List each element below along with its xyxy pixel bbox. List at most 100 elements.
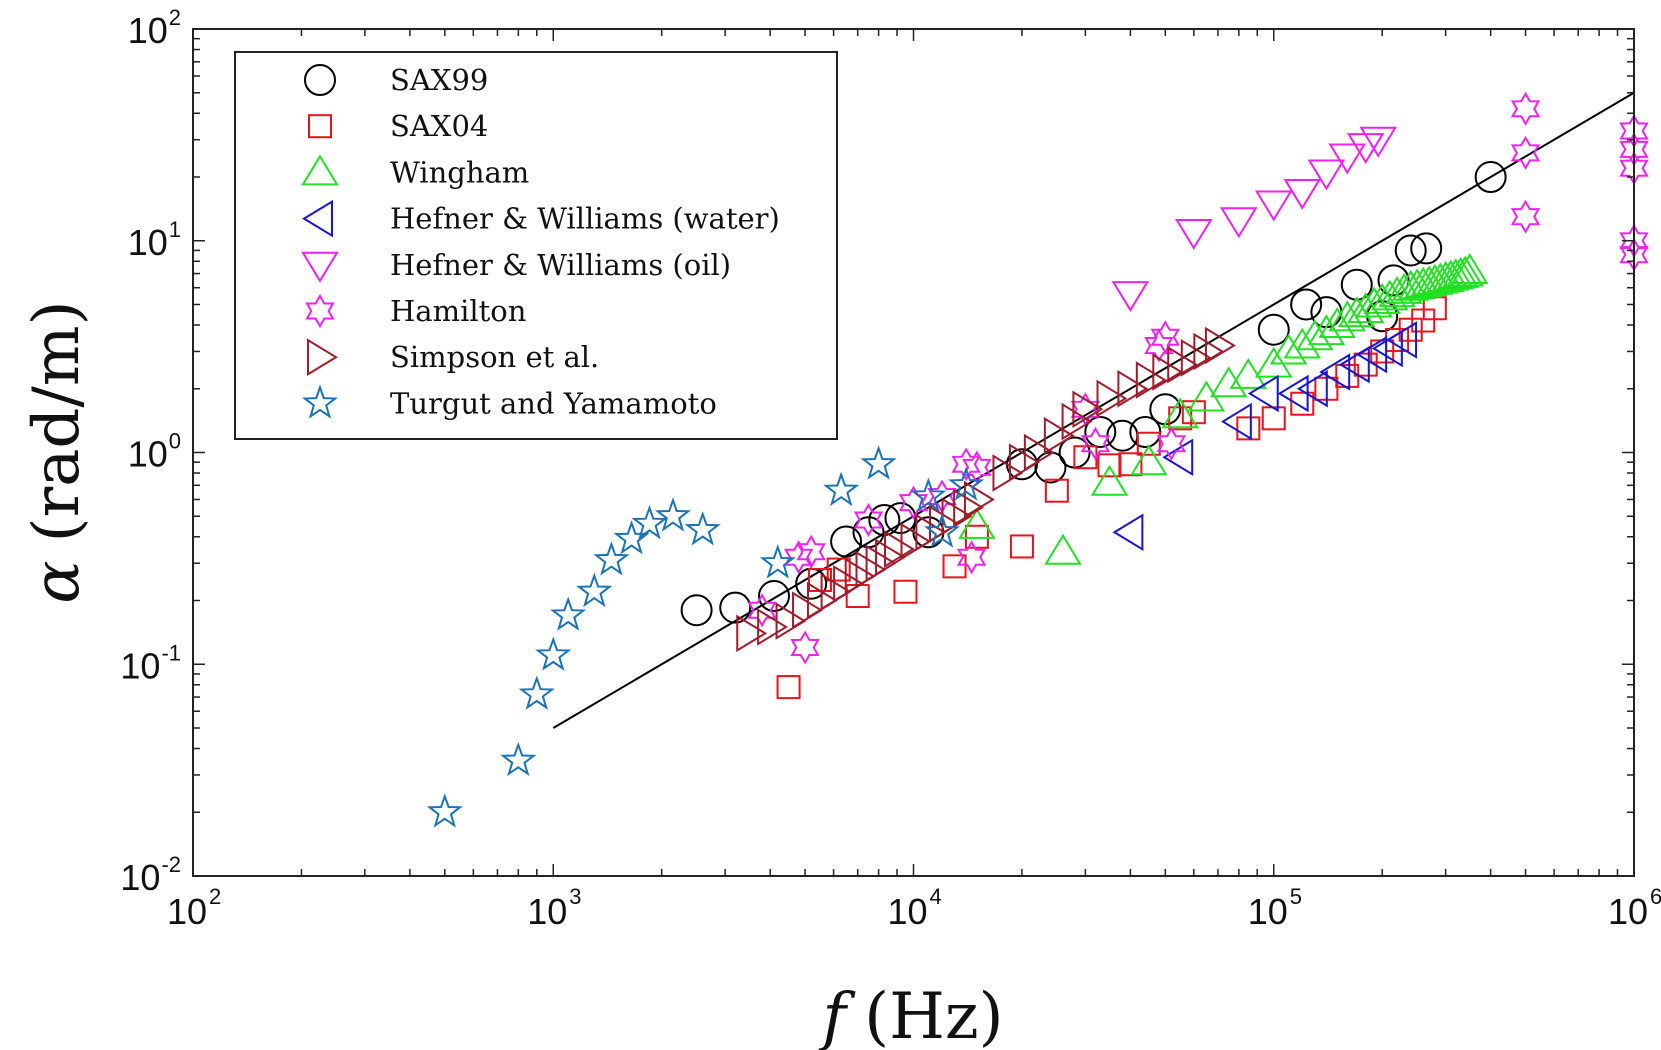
- data-point: [719, 591, 752, 624]
- data-point: [1150, 320, 1181, 355]
- data-point: [1359, 126, 1398, 158]
- y-tick-exponent: -2: [161, 852, 181, 877]
- data-point: [550, 596, 587, 631]
- legend-label: Hamilton: [390, 294, 526, 328]
- data-point: [759, 544, 796, 579]
- legend-entry: Simpson et al.: [307, 338, 599, 376]
- data-point: [1220, 402, 1252, 441]
- data-point: [853, 503, 884, 537]
- data-point: [684, 511, 721, 546]
- data-point: [1236, 416, 1261, 441]
- data-point: [1175, 218, 1213, 250]
- legend-marker: [301, 154, 339, 186]
- data-point: [1296, 369, 1328, 408]
- data-point: [747, 593, 777, 628]
- data-point: [1510, 199, 1541, 234]
- data-point: [796, 534, 826, 569]
- data-point: [1043, 416, 1075, 455]
- legend-entry: Hefner & Williams (oil): [301, 248, 731, 283]
- data-point: [1328, 143, 1367, 175]
- y-tick-label: 10: [128, 222, 168, 263]
- y-tick-label: 10: [120, 645, 160, 686]
- data-point: [1136, 431, 1161, 456]
- data-point: [1209, 366, 1248, 398]
- legend-marker: [308, 114, 332, 139]
- data-point: [1353, 352, 1378, 377]
- data-point: [1398, 317, 1423, 342]
- data-point: [875, 538, 907, 577]
- data-point: [1080, 426, 1111, 461]
- data-point: [1161, 397, 1199, 429]
- data-point: [1130, 444, 1168, 476]
- data-point: [1410, 265, 1448, 297]
- data-point: [1318, 307, 1356, 339]
- data-point: [1162, 438, 1194, 476]
- y-axis-title: α (rad/m): [20, 300, 94, 603]
- data-point: [1441, 256, 1480, 288]
- data-point: [757, 608, 789, 646]
- data-point: [1096, 379, 1128, 418]
- data-point: [500, 741, 537, 777]
- y-tick-exponent: 2: [169, 5, 181, 30]
- data-point: [426, 793, 463, 828]
- y-axis-unit: (rad/m): [20, 300, 94, 542]
- x-tick-label: 10: [1608, 891, 1648, 932]
- data-point: [893, 579, 918, 604]
- data-point: [1229, 357, 1268, 389]
- data-point: [631, 504, 668, 540]
- data-point: [1144, 328, 1174, 363]
- legend-label: Hefner & Williams (oil): [390, 248, 731, 282]
- legend-label: SAX04: [390, 109, 488, 143]
- data-point: [942, 554, 967, 579]
- data-point: [1338, 345, 1370, 384]
- legend-entry: Turgut and Yamamoto: [301, 384, 717, 420]
- data-point: [783, 540, 814, 575]
- x-tick-label: 10: [887, 891, 927, 932]
- data-point: [1394, 234, 1427, 267]
- x-tick-exponent: 6: [1650, 884, 1661, 909]
- legend-entry: Hefner & Williams (water): [302, 199, 780, 238]
- data-point: [1371, 279, 1409, 311]
- data-point: [1135, 361, 1167, 399]
- data-point: [1404, 266, 1443, 298]
- data-point: [1009, 534, 1034, 559]
- data-point: [910, 477, 947, 512]
- data-point: [1386, 321, 1418, 359]
- data-point: [826, 557, 851, 582]
- data-point: [830, 525, 863, 558]
- legend-marker: [302, 199, 333, 238]
- series-6: [736, 326, 1236, 653]
- data-point: [1044, 478, 1069, 503]
- series-3: [1112, 321, 1418, 552]
- data-point: [1356, 335, 1388, 374]
- data-point: [518, 675, 555, 710]
- x-tick-label: 10: [527, 891, 567, 932]
- legend-marker: [307, 338, 338, 376]
- data-point: [1296, 319, 1334, 351]
- x-tick-exponent: 4: [930, 884, 942, 909]
- data-point: [1450, 253, 1489, 284]
- data-point: [958, 508, 996, 539]
- data-point: [923, 513, 961, 548]
- y-tick-exponent: 1: [169, 217, 181, 242]
- legend-marker: [301, 251, 339, 283]
- data-point: [1474, 161, 1507, 194]
- data-point: [1204, 326, 1236, 365]
- data-point: [1290, 288, 1323, 321]
- y-axis-symbol: α: [20, 560, 94, 603]
- data-point: [1378, 276, 1416, 308]
- ticks-layer: [192, 28, 1635, 877]
- data-point: [1510, 135, 1541, 170]
- x-tick-exponent: 5: [1290, 884, 1302, 909]
- legend-label: Hefner & Williams (water): [390, 202, 780, 236]
- x-axis-unit: (Hz): [864, 980, 1003, 1050]
- data-point: [823, 471, 860, 507]
- data-point: [963, 480, 995, 519]
- data-point: [1254, 190, 1293, 222]
- data-point: [953, 488, 985, 527]
- series-2: [958, 253, 1489, 565]
- legend-entry: Hamilton: [305, 294, 526, 328]
- x-tick-label: 10: [167, 891, 207, 932]
